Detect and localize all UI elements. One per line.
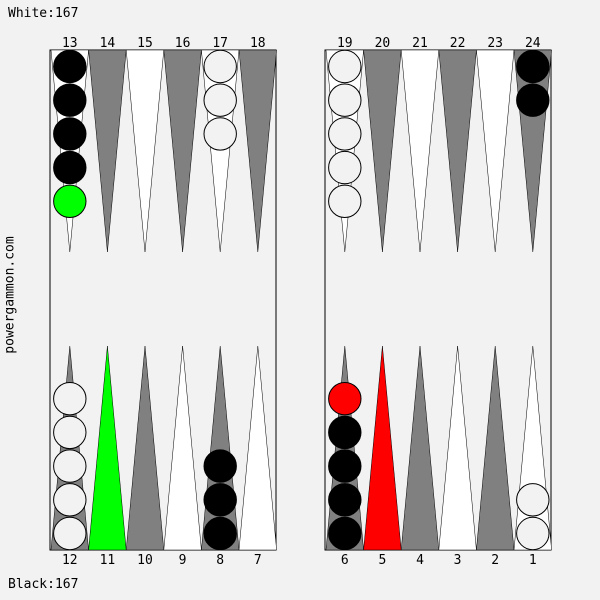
point-11[interactable] [88,345,127,551]
checker-white[interactable] [328,83,362,117]
checker-black[interactable] [516,83,550,117]
checker-black[interactable] [203,483,237,517]
checker-white[interactable] [328,117,362,151]
point-9[interactable] [163,345,202,551]
point-number-12: 12 [62,553,78,568]
point-number-11: 11 [100,553,116,568]
checker-red[interactable] [328,382,362,416]
point-number-23: 23 [487,36,503,51]
black-score: Black:167 [8,577,79,592]
point-5[interactable] [363,345,402,551]
board-half-left [49,49,277,551]
point-22[interactable] [438,49,477,253]
checker-black[interactable] [53,83,87,117]
point-number-9: 9 [179,553,187,568]
checker-green[interactable] [53,184,87,219]
checker-white[interactable] [203,49,237,84]
checker-black[interactable] [53,150,87,185]
checker-black[interactable] [53,117,87,151]
point-16[interactable] [163,49,202,253]
point-4[interactable] [400,345,440,551]
checker-white[interactable] [53,415,87,450]
point-number-3: 3 [454,553,462,568]
point-number-5: 5 [378,553,386,568]
point-number-21: 21 [412,36,428,51]
point-10[interactable] [125,345,165,551]
checker-white[interactable] [203,83,237,117]
point-number-18: 18 [250,36,266,51]
point-3[interactable] [438,345,477,551]
checker-white[interactable] [203,117,237,151]
checker-black[interactable] [203,516,237,551]
checker-white[interactable] [516,483,550,517]
checker-white[interactable] [516,516,550,551]
point-number-24: 24 [525,36,541,51]
checker-white[interactable] [53,516,87,551]
point-number-22: 22 [450,36,466,51]
point-14[interactable] [88,49,127,253]
point-7[interactable] [238,345,277,551]
checker-white[interactable] [328,150,362,185]
checker-black[interactable] [328,415,362,450]
point-18[interactable] [238,49,277,253]
point-23[interactable] [476,49,515,253]
point-number-15: 15 [137,36,153,51]
checker-white[interactable] [328,49,362,84]
point-20[interactable] [363,49,402,253]
point-number-14: 14 [100,36,116,51]
checker-black[interactable] [203,449,237,483]
point-number-20: 20 [375,36,391,51]
point-number-16: 16 [175,36,191,51]
checker-white[interactable] [53,449,87,483]
checker-black[interactable] [516,49,550,84]
point-21[interactable] [400,49,440,253]
checker-black[interactable] [328,516,362,551]
point-number-19: 19 [337,36,353,51]
point-number-13: 13 [62,36,78,51]
checker-black[interactable] [328,449,362,483]
point-2[interactable] [476,345,515,551]
point-number-6: 6 [341,553,349,568]
point-15[interactable] [125,49,165,253]
checker-white[interactable] [53,483,87,517]
checker-white[interactable] [53,382,87,416]
checker-white[interactable] [328,184,362,219]
checker-black[interactable] [53,49,87,84]
white-score: White:167 [8,6,79,21]
checker-black[interactable] [328,483,362,517]
point-number-17: 17 [212,36,228,51]
point-number-2: 2 [491,553,499,568]
point-number-8: 8 [216,553,224,568]
point-number-4: 4 [416,553,424,568]
point-number-10: 10 [137,553,153,568]
board-half-right [324,49,552,551]
point-number-7: 7 [254,553,262,568]
point-number-1: 1 [529,553,537,568]
